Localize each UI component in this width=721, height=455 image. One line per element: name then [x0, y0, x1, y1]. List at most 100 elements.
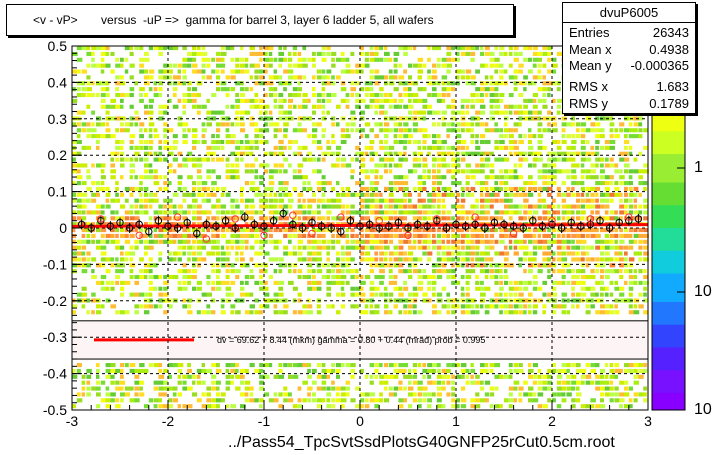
heatmap-cell — [345, 228, 350, 233]
heatmap-cell — [158, 386, 164, 391]
heatmap-cell — [566, 310, 571, 315]
heatmap-cell — [609, 139, 616, 145]
heatmap-cell — [340, 269, 345, 274]
profile-point-alt — [97, 215, 105, 223]
heatmap-cell — [489, 104, 494, 109]
heatmap-cell — [254, 280, 260, 285]
heatmap-cell — [216, 122, 221, 127]
heatmap-cell — [518, 280, 523, 285]
heatmap-cell — [398, 134, 403, 139]
heatmap-cell — [408, 380, 412, 385]
heatmap-cell — [235, 139, 241, 145]
heatmap-cell — [124, 228, 129, 233]
heatmap-cell — [72, 245, 77, 250]
heatmap-cell — [384, 398, 390, 403]
heatmap-cell — [124, 392, 131, 397]
heatmap-cell — [518, 134, 523, 139]
heatmap-cell — [388, 163, 393, 168]
heatmap-cell — [398, 245, 404, 250]
heatmap-cell — [254, 398, 259, 403]
heatmap-cell — [192, 251, 197, 256]
heatmap-cell — [499, 269, 503, 274]
heatmap-cell — [364, 57, 369, 62]
heatmap-cell — [604, 228, 611, 233]
heatmap-cell — [206, 57, 211, 62]
heatmap-cell — [518, 122, 522, 127]
heatmap-cell — [201, 192, 206, 197]
heatmap-cell — [240, 368, 245, 374]
heatmap-cell — [432, 263, 437, 268]
heatmap-cell — [158, 368, 162, 374]
heatmap-cell — [254, 81, 260, 86]
heatmap-cell — [576, 192, 581, 197]
heatmap-cell — [609, 239, 614, 244]
heatmap-cell — [542, 181, 548, 186]
heatmap-cell — [585, 374, 592, 379]
heatmap-cell — [345, 63, 351, 68]
heatmap-cell — [115, 92, 121, 98]
palette-segment — [652, 262, 685, 269]
heatmap-cell — [504, 198, 510, 203]
heatmap-cell — [600, 169, 605, 174]
heatmap-cell — [532, 257, 537, 262]
heatmap-cell — [345, 186, 351, 192]
heatmap-cell — [513, 145, 519, 150]
heatmap-cell — [278, 286, 284, 291]
heatmap-cell — [345, 204, 350, 209]
heatmap-cell — [235, 204, 240, 209]
heatmap-cell — [633, 216, 639, 221]
heatmap-cell — [513, 81, 518, 86]
heatmap-cell — [350, 274, 355, 280]
heatmap-cell — [456, 198, 460, 203]
heatmap-cell — [321, 92, 326, 98]
heatmap-cell — [398, 163, 403, 168]
heatmap-cell — [129, 134, 136, 139]
heatmap-cell — [355, 69, 361, 74]
heatmap-cell — [288, 233, 293, 238]
heatmap-cell — [580, 204, 586, 209]
heatmap-cell — [556, 204, 561, 209]
heatmap-cell — [460, 257, 467, 262]
heatmap-cell — [120, 163, 125, 168]
heatmap-cell — [235, 368, 239, 374]
heatmap-cell — [547, 51, 552, 56]
heatmap-cell — [139, 87, 145, 92]
heatmap-cell — [292, 374, 299, 379]
heatmap-cell — [192, 134, 198, 139]
heatmap-cell — [446, 257, 452, 262]
heatmap-cell — [465, 228, 470, 233]
heatmap-cell — [326, 404, 331, 409]
heatmap-cell — [360, 292, 366, 297]
heatmap-cell — [384, 245, 390, 250]
heatmap-cell — [297, 151, 302, 156]
heatmap-cell — [619, 368, 623, 374]
heatmap-cell — [460, 286, 465, 291]
heatmap-cell — [120, 75, 124, 80]
heatmap-cell — [532, 81, 537, 86]
heatmap-cell — [283, 398, 288, 403]
heatmap-cell — [489, 57, 495, 62]
heatmap-cell — [384, 304, 389, 309]
heatmap-cell — [417, 286, 424, 291]
heatmap-cell — [168, 304, 173, 309]
heatmap-cell — [456, 404, 460, 409]
heatmap-cell — [273, 374, 279, 379]
heatmap-cell — [369, 192, 375, 197]
heatmap-cell — [417, 398, 422, 403]
heatmap-cell — [81, 110, 86, 115]
heatmap-cell — [369, 292, 375, 297]
heatmap-cell — [552, 304, 558, 309]
heatmap-cell — [244, 233, 251, 238]
heatmap-cell — [489, 92, 495, 98]
heatmap-cell — [292, 210, 299, 215]
heatmap-cell — [182, 186, 187, 192]
heatmap-cell — [532, 210, 539, 215]
heatmap-cell — [451, 398, 456, 403]
heatmap-cell — [120, 92, 126, 98]
heatmap-cell — [571, 163, 576, 168]
heatmap-cell — [120, 263, 125, 268]
heatmap-cell — [542, 404, 548, 409]
heatmap-cell — [470, 239, 475, 244]
heatmap-cell — [633, 380, 639, 385]
heatmap-cell — [513, 292, 518, 297]
